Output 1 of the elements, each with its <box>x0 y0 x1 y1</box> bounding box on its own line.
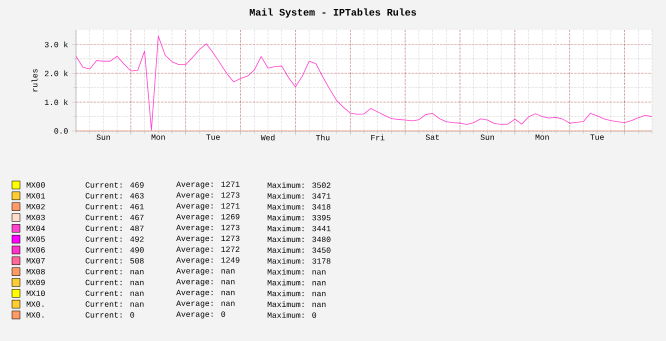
chart-title: Mail System - IPTables Rules <box>250 8 416 18</box>
